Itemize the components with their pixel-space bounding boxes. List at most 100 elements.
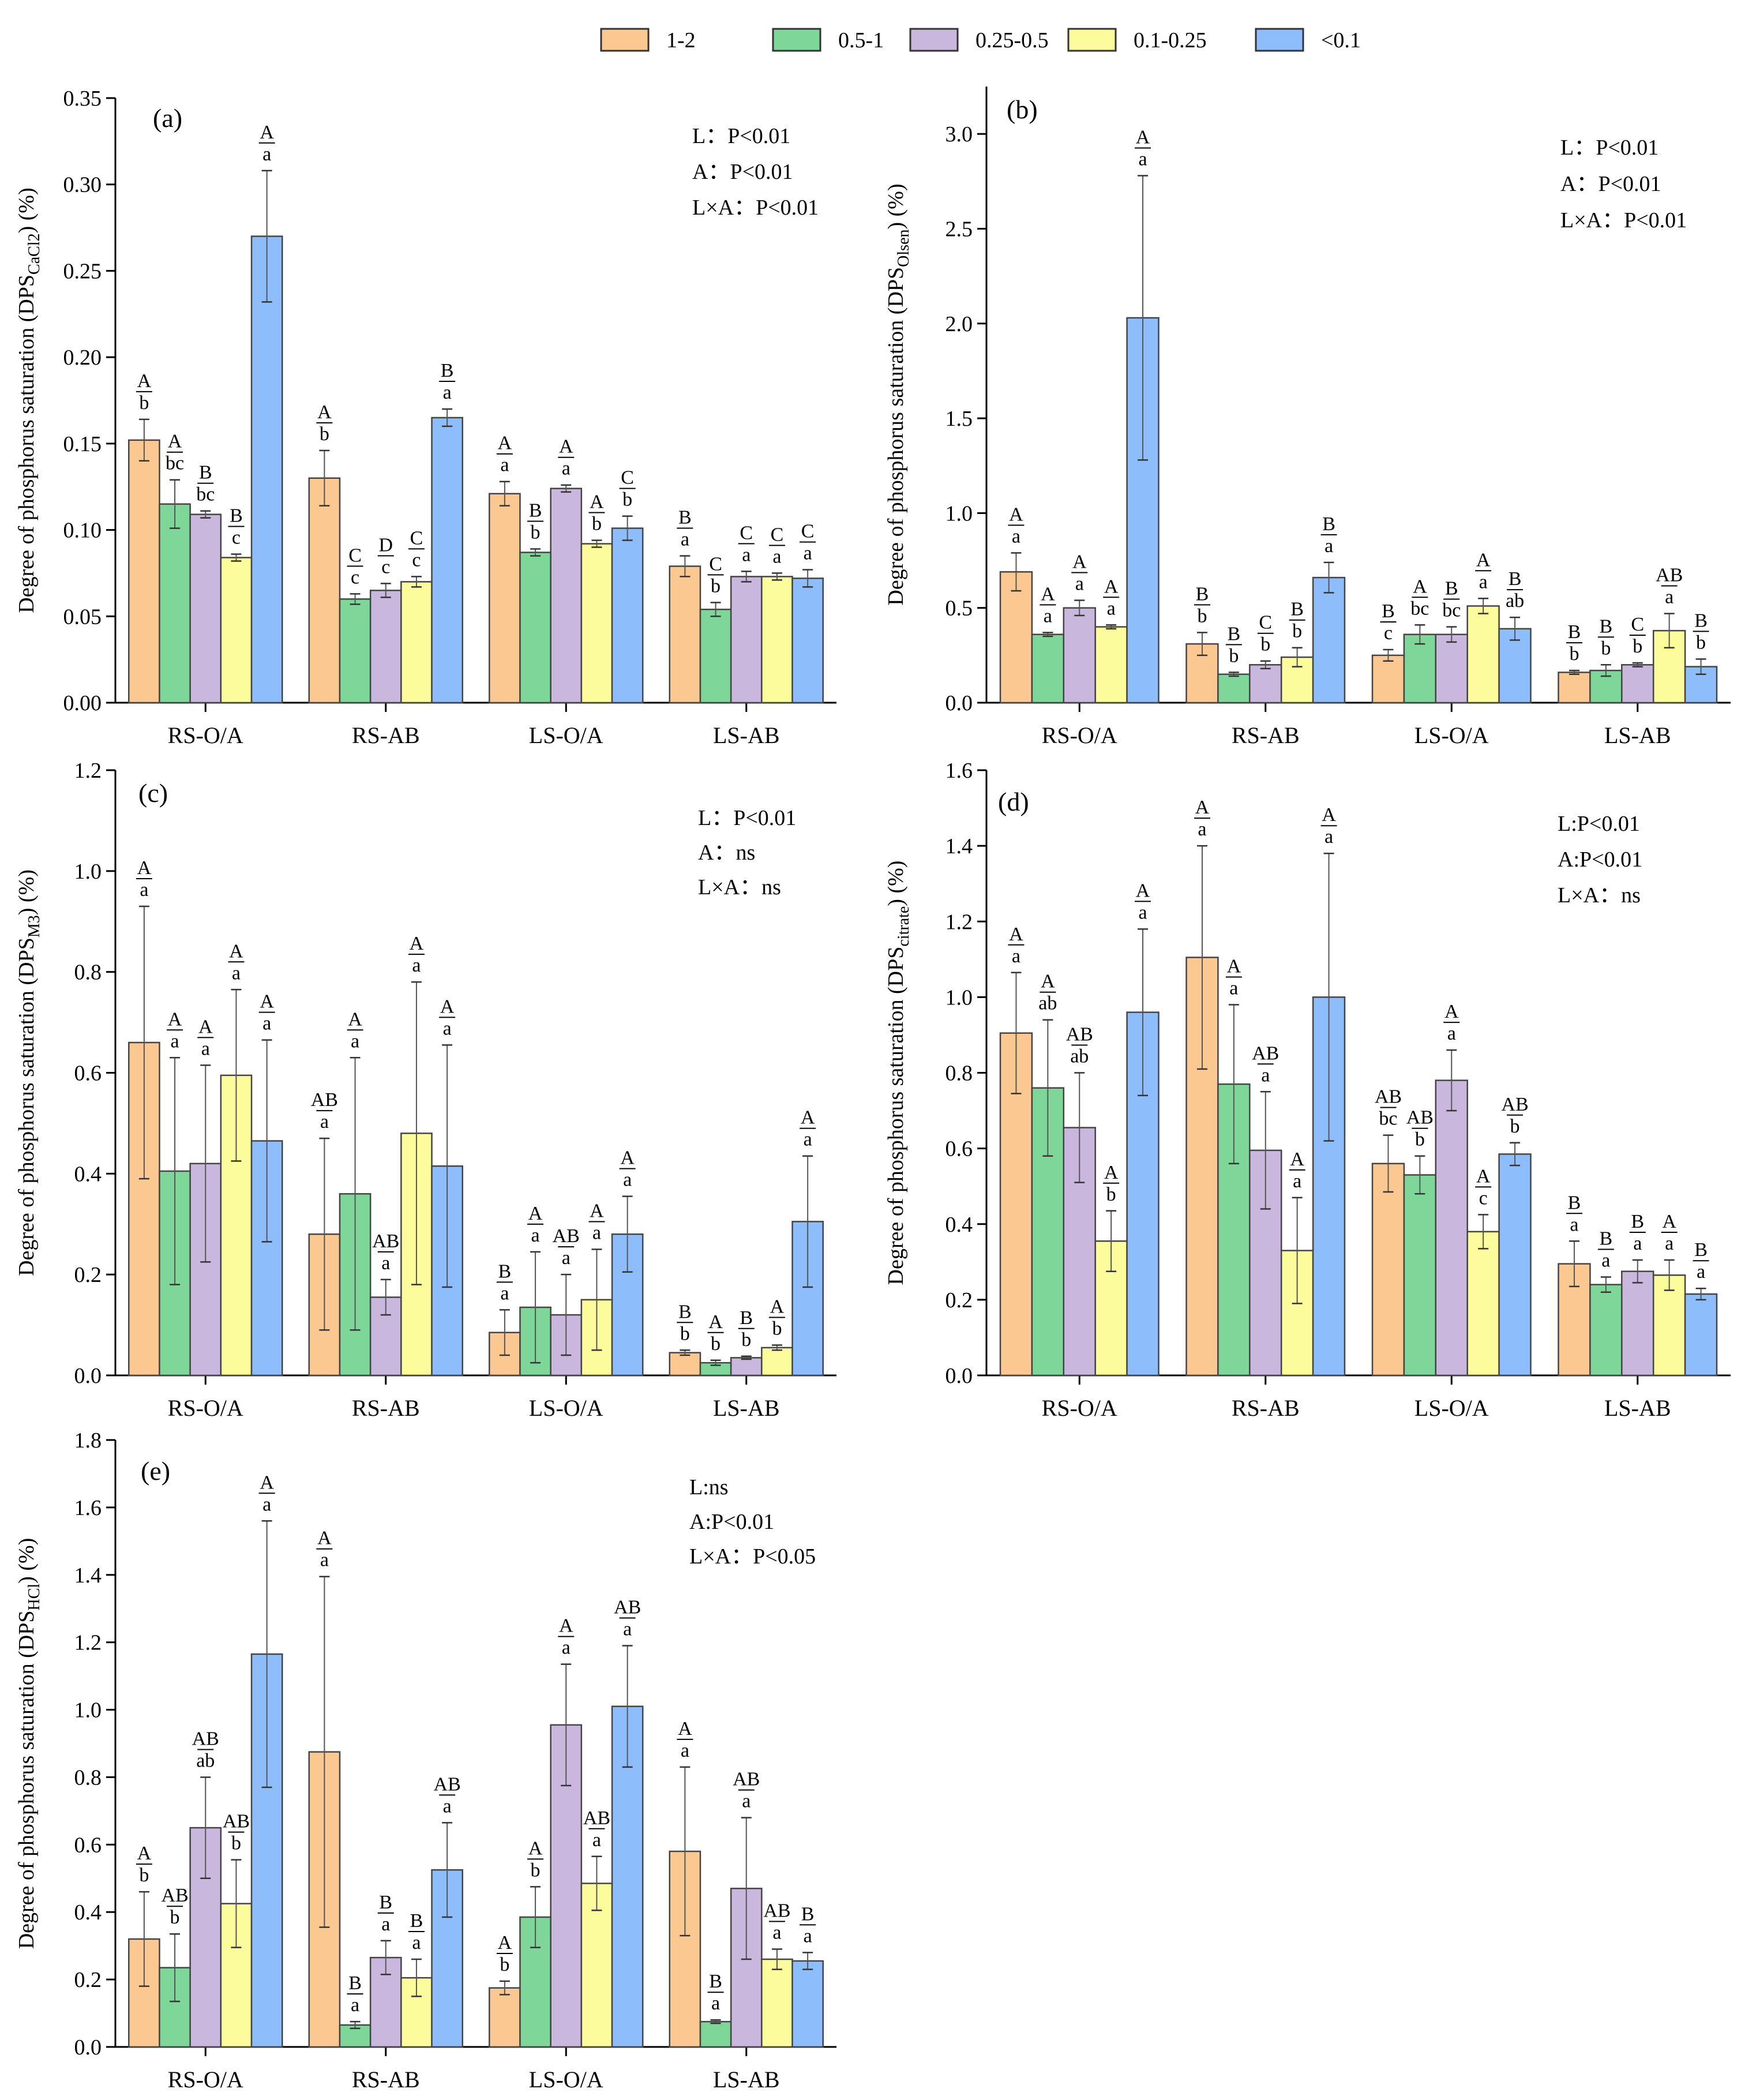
- sig-letter-upper: B: [1694, 1239, 1708, 1261]
- bar: [1466, 605, 1500, 704]
- sig-letter-upper: C: [410, 527, 423, 549]
- bar: [369, 590, 402, 704]
- sig-letter-lower: bc: [1379, 1108, 1397, 1130]
- x-tick-label: LS-O/A: [1414, 722, 1489, 748]
- bar: [339, 598, 372, 704]
- sig-letter-upper: B: [1509, 568, 1522, 590]
- bar: [761, 1347, 793, 1377]
- bar: [1249, 664, 1282, 704]
- sig-letter-lower: a: [1324, 826, 1333, 847]
- sig-letter-upper: C: [1259, 612, 1272, 633]
- sig-letter-lower: a: [1601, 1250, 1610, 1272]
- stats-text: A:P<0.01: [1558, 847, 1642, 872]
- stats-text: L×A：ns: [1558, 883, 1641, 907]
- sig-letter-lower: ab: [1038, 993, 1057, 1014]
- y-tick-label: 1.0: [74, 860, 102, 884]
- bar: [1558, 1263, 1591, 1377]
- sig-letter-upper: A: [1662, 1211, 1676, 1232]
- stats-text: L×A：P<0.01: [1560, 208, 1687, 232]
- sig-letter-upper: A: [528, 1203, 543, 1224]
- sig-letter-upper: A: [1227, 955, 1241, 977]
- sig-letter-lower: a: [1479, 571, 1488, 592]
- bar: [250, 235, 283, 704]
- sig-letter-upper: A: [559, 436, 573, 457]
- sig-letter-lower: b: [1510, 1116, 1520, 1137]
- bar: [1684, 1293, 1718, 1377]
- sig-letter-upper: A: [1072, 552, 1087, 573]
- bar: [1371, 1162, 1405, 1377]
- sig-letter-lower: a: [381, 1252, 390, 1274]
- sig-letter-lower: a: [742, 1791, 751, 1812]
- y-tick-label: 0.10: [63, 519, 102, 543]
- sig-letter-lower: a: [772, 546, 781, 567]
- sig-letter-upper: A: [317, 1528, 332, 1549]
- legend-label-0: 1-2: [666, 28, 696, 52]
- sig-letter-upper: C: [740, 522, 753, 543]
- y-tick-label: 0.0: [945, 1364, 973, 1388]
- sig-letter-lower: b: [1260, 634, 1270, 655]
- stats-text: A：P<0.01: [692, 160, 793, 184]
- sig-letter-lower: b: [1696, 632, 1706, 653]
- sig-letter-upper: B: [1382, 601, 1395, 622]
- panels: 0.00 0.05 0.10 0.15 0.20 0.25 0.30 0.35 RS-O/A RS…: [14, 87, 1731, 2092]
- sig-letter-lower: a: [320, 1111, 329, 1132]
- legend-label-2: 0.25-0.5: [975, 28, 1049, 52]
- sig-letter-upper: AB: [223, 1811, 250, 1832]
- sig-letter-lower: a: [681, 528, 689, 550]
- sig-letter-lower: b: [711, 1333, 721, 1355]
- sig-letter-lower: b: [1229, 645, 1239, 666]
- sig-letter-upper: A: [559, 1615, 573, 1637]
- y-tick-label: 0.6: [945, 1137, 973, 1161]
- panel-label: (b): [1007, 95, 1038, 124]
- x-tick-label: RS-O/A: [1042, 722, 1117, 748]
- x-tick-label: LS-AB: [1604, 722, 1671, 748]
- sig-letter-lower: b: [231, 1833, 241, 1854]
- sig-letter-lower: b: [1292, 621, 1302, 642]
- sig-letter-lower: a: [443, 382, 452, 403]
- y-tick-label: 0.6: [74, 1062, 102, 1086]
- y-tick-label: 0.0: [74, 1364, 102, 1388]
- sig-letter-lower: ab: [196, 1750, 215, 1771]
- bar: [580, 543, 613, 704]
- y-tick-label: 0.8: [945, 1062, 973, 1086]
- sig-letter-lower: a: [1012, 526, 1020, 547]
- x-tick-label: RS-AB: [1232, 722, 1300, 748]
- sig-letter-lower: ab: [1506, 590, 1524, 612]
- sig-letter-upper: A: [770, 1296, 785, 1318]
- sig-letter-lower: c: [1384, 622, 1393, 644]
- bar: [1621, 664, 1654, 704]
- sig-letter-lower: a: [320, 1550, 329, 1571]
- sig-letter-upper: A: [410, 933, 424, 954]
- sig-letter-upper: B: [199, 462, 212, 483]
- bar: [761, 576, 793, 704]
- y-tick-label: 0.2: [74, 1263, 102, 1287]
- y-tick-label: 0.4: [945, 1213, 973, 1237]
- sig-letter-lower: b: [772, 1318, 782, 1340]
- y-axis-label: Degree of phosphorus saturation (DPScitr…: [884, 861, 913, 1285]
- legend-swatch-0: [600, 28, 650, 52]
- x-tick-label: RS-AB: [1232, 1395, 1300, 1421]
- x-tick-label: LS-O/A: [529, 2067, 603, 2092]
- stats-text: L：P<0.01: [698, 806, 796, 830]
- sig-letter-lower: b: [622, 489, 632, 511]
- bar: [1435, 633, 1468, 704]
- sig-letter-lower: b: [531, 522, 541, 543]
- x-tick-label: RS-AB: [352, 722, 420, 748]
- sig-letter-upper: C: [709, 553, 722, 575]
- sig-letter-upper: B: [379, 1892, 392, 1913]
- sig-letter-lower: a: [412, 1932, 421, 1953]
- x-tick-label: LS-AB: [713, 2067, 780, 2092]
- legend-label-1: 0.5-1: [838, 28, 884, 52]
- sig-letter-upper: A: [1009, 924, 1023, 945]
- stats-text: L：P<0.01: [1560, 136, 1659, 160]
- y-axis-label: Degree of phosphorus saturation (DPSM3) …: [14, 869, 43, 1276]
- sig-letter-upper: A: [1136, 126, 1150, 148]
- x-tick-label: RS-O/A: [168, 722, 243, 748]
- bar: [1063, 607, 1096, 704]
- sig-letter-lower: a: [262, 1494, 271, 1515]
- y-tick-label: 0.5: [945, 597, 973, 621]
- sig-letter-upper: A: [678, 1718, 692, 1739]
- bar: [519, 552, 551, 704]
- sig-letter-lower: a: [1107, 598, 1116, 619]
